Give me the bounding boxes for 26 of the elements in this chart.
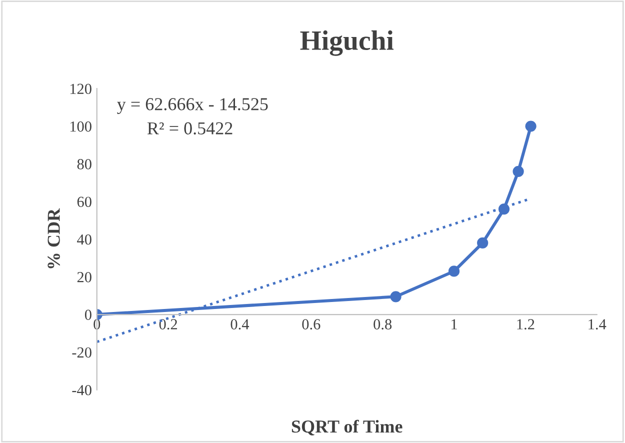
x-tick-label: 1 bbox=[452, 319, 457, 330]
x-tick-label: 0.8 bbox=[374, 319, 392, 330]
point bbox=[512, 166, 524, 177]
x-tick-label: 0.6 bbox=[302, 319, 320, 330]
y-tick-label: -20 bbox=[72, 347, 92, 358]
chart-title: Higuchi bbox=[300, 30, 394, 56]
y-tick-label: 20 bbox=[77, 272, 92, 282]
point bbox=[390, 291, 402, 302]
x-tick-label: 0.4 bbox=[230, 319, 250, 330]
y-tick-label: 40 bbox=[77, 234, 92, 245]
point bbox=[477, 237, 488, 249]
x-axis-title: SQRT of Time bbox=[292, 420, 402, 436]
annotation: R² = 0.5422 bbox=[147, 122, 232, 135]
point bbox=[448, 266, 460, 277]
y-tick-label: 60 bbox=[77, 196, 92, 208]
y-tick-label: 100 bbox=[70, 121, 92, 132]
y-tick-label: 120 bbox=[70, 84, 92, 94]
x-tick-label: 0.2 bbox=[159, 319, 178, 330]
y-tick-label: -40 bbox=[72, 384, 92, 396]
x-tick-label: 1.4 bbox=[588, 319, 606, 330]
y-axis-title: % CDR bbox=[48, 208, 60, 268]
point bbox=[525, 120, 536, 132]
y-tick-label: 0 bbox=[84, 310, 92, 320]
annotation: y = 62.666x - 14.525 bbox=[117, 98, 268, 114]
x-tick-label: 1.2 bbox=[517, 319, 534, 330]
y-tick-label: 80 bbox=[77, 159, 92, 170]
